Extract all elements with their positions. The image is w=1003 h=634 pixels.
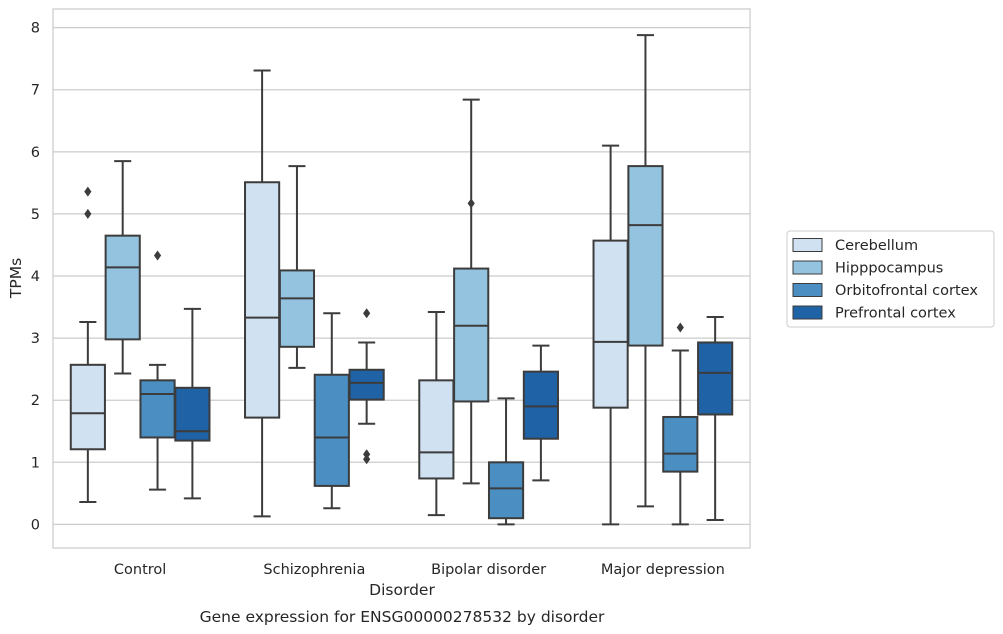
box-hipppocampus bbox=[278, 165, 316, 369]
box-iqr bbox=[174, 386, 211, 442]
x-tick-labels: Control Schizophrenia Bipolar disorder Majo… bbox=[114, 562, 725, 578]
y-tick-labels: 0 1 2 3 4 5 6 7 8 bbox=[31, 21, 40, 534]
box-iqr bbox=[453, 267, 490, 403]
box-iqr bbox=[313, 373, 350, 487]
box-hipppocampus bbox=[104, 160, 141, 375]
y-tick-label: 5 bbox=[31, 207, 40, 223]
y-tick-label: 2 bbox=[31, 393, 40, 409]
outlier-point bbox=[467, 198, 475, 209]
box-prefrontal-cortex bbox=[522, 344, 559, 482]
box-iqr bbox=[139, 379, 176, 439]
box-prefrontal-cortex bbox=[174, 307, 211, 500]
legend-swatch bbox=[792, 283, 823, 297]
box-iqr bbox=[244, 181, 281, 419]
y-tick-label: 1 bbox=[31, 455, 40, 471]
box-orbitofrontal-cortex bbox=[662, 322, 699, 526]
box-series bbox=[69, 34, 734, 526]
box-hipppocampus bbox=[453, 98, 490, 485]
chart-caption: Gene expression for ENSG00000278532 by d… bbox=[200, 608, 605, 626]
x-tick-label: Major depression bbox=[601, 562, 725, 578]
y-tick-label: 3 bbox=[31, 331, 40, 347]
outlier-point bbox=[676, 322, 684, 333]
y-tick-label: 4 bbox=[31, 269, 40, 285]
box-iqr bbox=[348, 368, 385, 401]
y-tick-label: 7 bbox=[31, 83, 40, 99]
box-prefrontal-cortex bbox=[348, 308, 385, 465]
box-iqr bbox=[278, 269, 316, 348]
x-tick-label: Bipolar disorder bbox=[431, 562, 546, 578]
box-prefrontal-cortex bbox=[697, 316, 734, 522]
box-iqr bbox=[522, 370, 559, 440]
box-iqr bbox=[592, 239, 629, 409]
x-tick-label: Control bbox=[114, 562, 166, 578]
x-axis-title: Disorder bbox=[369, 581, 435, 599]
outlier-point bbox=[363, 449, 371, 460]
box-iqr bbox=[418, 379, 455, 480]
legend-label: Orbitofrontal cortex bbox=[835, 283, 978, 299]
outlier-point bbox=[84, 208, 92, 219]
y-tick-label: 0 bbox=[31, 517, 40, 533]
legend: Cerebellum Hipppocampus Orbitofrontal cort… bbox=[786, 230, 995, 328]
box-iqr bbox=[697, 341, 734, 416]
legend-swatch bbox=[792, 238, 823, 252]
box-hipppocampus bbox=[627, 34, 664, 508]
outlier-point bbox=[363, 308, 371, 319]
legend-label: Prefrontal cortex bbox=[835, 306, 956, 322]
legend-frame bbox=[786, 230, 995, 328]
box-orbitofrontal-cortex bbox=[139, 250, 176, 491]
legend-label: Hipppocampus bbox=[835, 261, 943, 277]
y-tick-label: 8 bbox=[31, 21, 40, 37]
y-tick-label: 6 bbox=[31, 145, 40, 161]
box-iqr bbox=[627, 165, 664, 347]
box-orbitofrontal-cortex bbox=[313, 312, 350, 510]
box-iqr bbox=[487, 461, 525, 520]
outlier-point bbox=[84, 186, 92, 197]
box-iqr bbox=[69, 363, 106, 451]
legend-swatch bbox=[792, 305, 823, 320]
box-orbitofrontal-cortex bbox=[487, 397, 525, 526]
box-cerebellum bbox=[418, 311, 455, 517]
outlier-point bbox=[153, 250, 162, 261]
box-iqr bbox=[662, 415, 699, 473]
legend-label: Cerebellum bbox=[835, 238, 918, 254]
box-iqr bbox=[104, 234, 141, 341]
legend-swatch bbox=[792, 260, 823, 275]
box-cerebellum bbox=[592, 144, 629, 526]
box-cerebellum bbox=[69, 186, 106, 504]
y-axis-title: TPMs bbox=[7, 258, 25, 299]
x-tick-label: Schizophrenia bbox=[263, 562, 365, 578]
